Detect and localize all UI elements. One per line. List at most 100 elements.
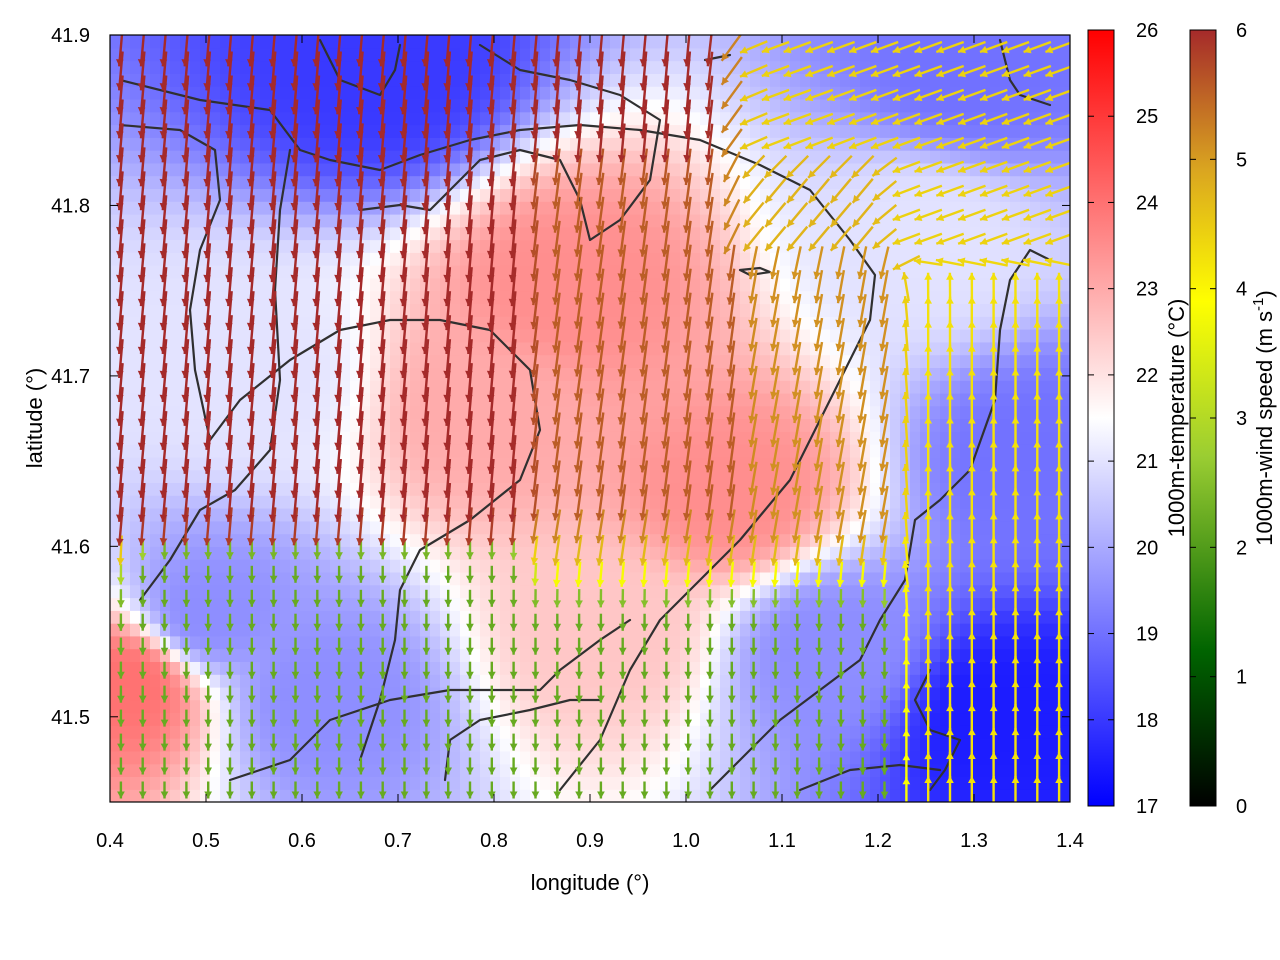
temperature-cell [810, 175, 821, 189]
temperature-cell [370, 329, 381, 343]
temperature-cell [120, 47, 131, 62]
temperature-cell [480, 418, 491, 432]
temperature-cell [820, 329, 831, 343]
temperature-cell [140, 520, 151, 535]
temperature-cell [250, 648, 261, 662]
temperature-cell [620, 86, 631, 100]
temperature-cell [930, 239, 941, 253]
temperature-cell [330, 252, 341, 266]
temperature-cell [740, 686, 751, 701]
temperature-cell [760, 635, 771, 650]
temperature-cell [490, 290, 501, 305]
temperature-cell [730, 392, 741, 407]
temperature-cell [210, 559, 221, 573]
temperature-cell [580, 111, 591, 126]
temperature-cell [480, 35, 491, 49]
temperature-cell [260, 750, 271, 765]
temperature-cell [280, 418, 291, 432]
temperature-cell [520, 623, 531, 637]
temperature-cell [110, 111, 121, 126]
temperature-cell [360, 444, 371, 458]
temperature-cell [310, 329, 321, 343]
temperature-cell [520, 98, 531, 113]
temperature-cell [870, 482, 881, 496]
temperature-cell [520, 584, 531, 599]
temperature-cell [740, 175, 751, 189]
temperature-cell [180, 86, 191, 100]
temperature-cell [340, 725, 351, 739]
temperature-cell [220, 98, 231, 113]
temperature-cell [370, 405, 381, 420]
temperature-cell [240, 162, 251, 177]
temperature-cell [920, 546, 931, 560]
temperature-cell [920, 520, 931, 535]
temperature-cell [500, 60, 511, 74]
temperature-cell [360, 533, 371, 547]
temperature-cell [190, 431, 201, 445]
temperature-cell [360, 252, 371, 266]
temperature-cell [570, 329, 581, 343]
temperature-cell [760, 341, 771, 356]
temperature-cell [130, 392, 141, 407]
temperature-cell [600, 495, 611, 509]
temperature-cell [820, 738, 831, 752]
temperature-cell [680, 597, 691, 611]
temperature-cell [610, 763, 621, 777]
temperature-cell [370, 456, 381, 471]
temperature-cell [470, 456, 481, 471]
temperature-cell [390, 559, 401, 573]
temperature-cell [920, 252, 931, 266]
temperature-cell [240, 776, 251, 790]
temperature-cell [540, 648, 551, 662]
temperature-cell [210, 418, 221, 432]
temperature-cell [520, 367, 531, 381]
temperature-cell [520, 290, 531, 305]
temperature-cell [450, 60, 461, 74]
temperature-cell [580, 584, 591, 599]
temperature-cell [120, 150, 131, 164]
temperature-cell [280, 265, 291, 279]
temperature-cell [210, 482, 221, 496]
temperature-cell [920, 571, 931, 586]
temperature-cell [200, 201, 211, 215]
temperature-cell [490, 610, 501, 624]
temperature-cell [200, 444, 211, 458]
temperature-cell [250, 418, 261, 432]
temperature-cell [810, 124, 821, 138]
temperature-cell [590, 303, 601, 317]
temperature-cell [240, 354, 251, 368]
temperature-cell [330, 47, 341, 62]
temperature-cell [890, 648, 901, 662]
temperature-cell [500, 405, 511, 420]
temperature-cell [670, 508, 681, 522]
temperature-cell [610, 635, 621, 650]
temperature-cell [900, 86, 911, 100]
temperature-cell [370, 252, 381, 266]
temperature-cell [110, 584, 121, 599]
temperature-cell [590, 392, 601, 407]
temperature-cell [810, 648, 821, 662]
temperature-cell [920, 763, 931, 777]
temperature-cell [410, 354, 421, 368]
temperature-cell [430, 789, 441, 802]
temperature-cell [450, 712, 461, 726]
temperature-cell [460, 111, 471, 126]
temperature-cell [520, 137, 531, 151]
temperature-cell [120, 137, 131, 151]
temperature-cell [520, 635, 531, 650]
temperature-cell [460, 648, 471, 662]
temperature-cell [340, 584, 351, 599]
temperature-cell [640, 380, 651, 394]
temperature-cell [340, 73, 351, 87]
temperature-cell [720, 584, 731, 599]
temperature-cell [410, 456, 421, 471]
temperature-cell [190, 456, 201, 471]
temperature-cell [890, 86, 901, 100]
temperature-cell [330, 623, 341, 637]
temperature-cell [780, 316, 791, 330]
temperature-cell [830, 418, 841, 432]
temperature-cell [480, 162, 491, 177]
temperature-cell [860, 226, 871, 241]
temperature-cell [610, 750, 621, 765]
temperature-cell [330, 73, 341, 87]
